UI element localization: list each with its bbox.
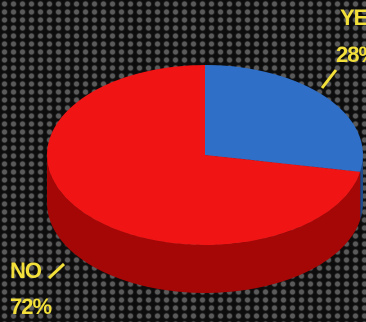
leader-line-no — [47, 262, 66, 280]
leader-line-yes — [320, 69, 338, 89]
label-yes-value: 28% — [336, 42, 366, 67]
pie-side-yes — [360, 155, 363, 220]
pie-slice-no — [46, 65, 361, 246]
label-no-name: NO — [10, 258, 42, 283]
label-yes-name: YES — [340, 5, 366, 30]
pie-side-no — [47, 155, 361, 293]
label-no-value: 72% — [10, 294, 51, 319]
pie-slices — [46, 65, 364, 246]
pie-slice-yes — [205, 65, 364, 172]
pie-sides — [47, 155, 363, 293]
